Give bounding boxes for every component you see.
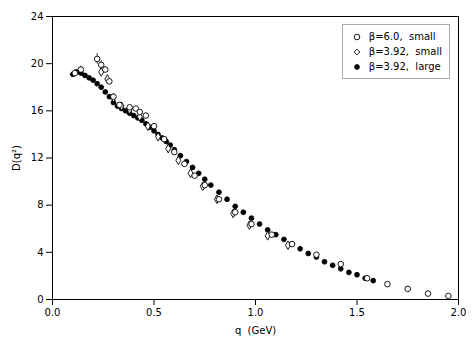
svg-text:12: 12 [31,152,44,163]
html-text:β=6.0, small: β=6.0, small [368,31,436,42]
svg-text:16: 16 [31,105,44,116]
html-text:β=3.92, small: β=3.92, small [368,46,442,57]
svg-text:0.0: 0.0 [45,307,61,318]
svg-text:8: 8 [37,199,43,210]
svg-text:D(q²): D(q²) [11,145,22,171]
svg-text:1.0: 1.0 [248,307,264,318]
svg-text:2.0: 2.0 [451,307,467,318]
svg-text:0: 0 [37,294,43,305]
html-text:β=3.92, large: β=3.92, large [368,61,441,72]
svg-text:24: 24 [31,11,44,22]
svg-text:q (GeV): q (GeV) [235,325,276,336]
svg-text:0.5: 0.5 [146,307,162,318]
svg-text:1.5: 1.5 [349,307,365,318]
svg-text:20: 20 [31,58,44,69]
svg-text:4: 4 [37,247,43,258]
